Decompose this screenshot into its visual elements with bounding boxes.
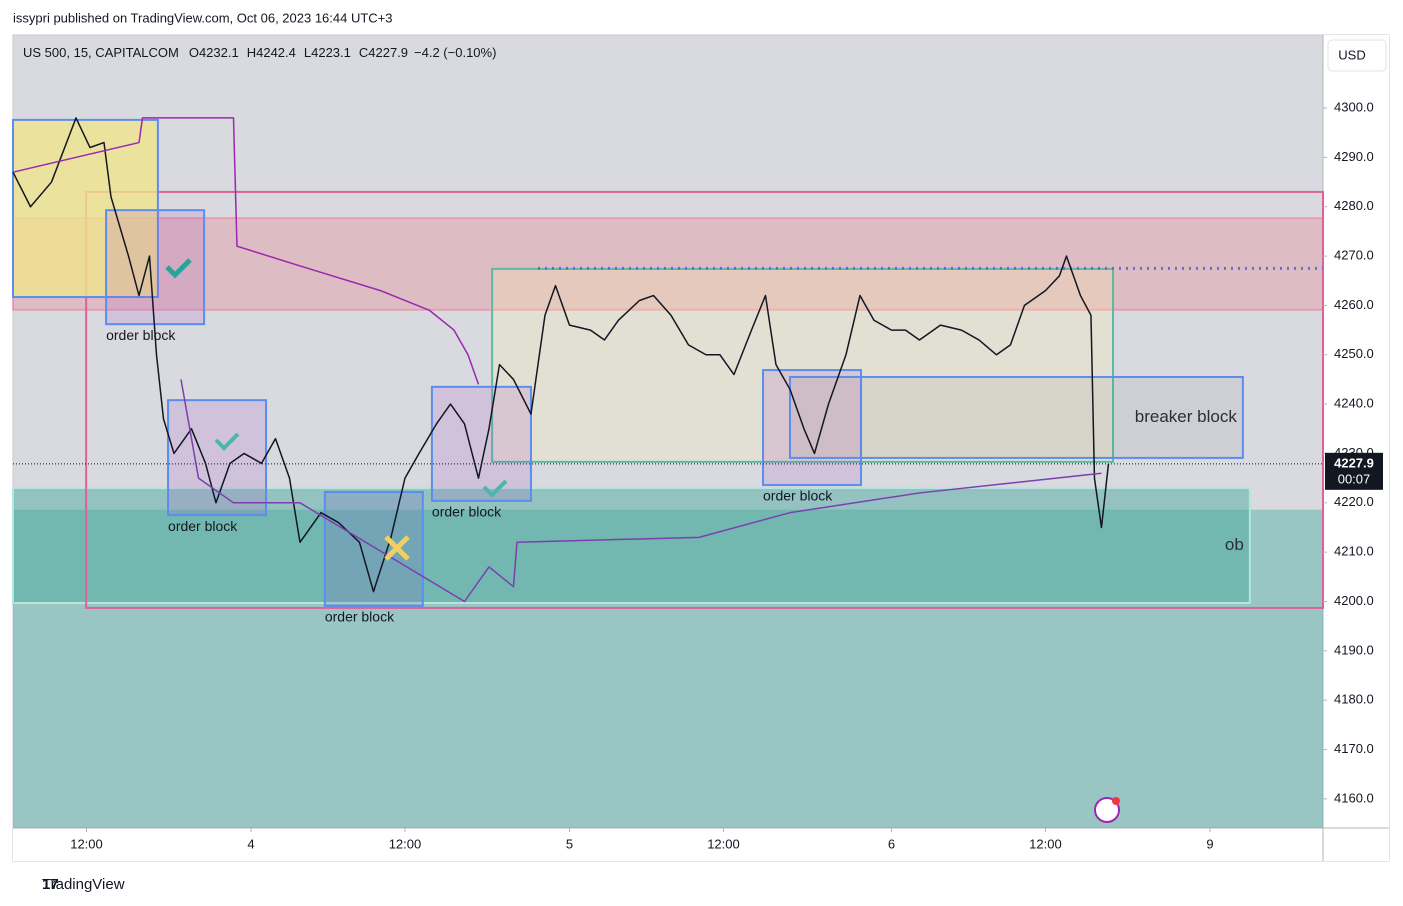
x-tick-label: 4	[247, 836, 254, 851]
x-tick-label: 12:00	[70, 836, 103, 851]
ohlc-label: L	[304, 45, 311, 60]
x-tick-label: 5	[566, 836, 573, 851]
ohlc-value: 4223.1	[311, 45, 351, 60]
y-tick-label: 4190.0	[1334, 642, 1374, 657]
ohlc: O4232.1 H4242.4 L4223.1 C4227.9	[189, 45, 408, 60]
x-tick-label: 12:00	[389, 836, 422, 851]
time-axis	[13, 828, 1389, 861]
zone	[762, 369, 863, 487]
check-icon	[482, 479, 508, 498]
zone-label: breaker block	[1135, 407, 1238, 426]
zone	[491, 267, 1115, 463]
countdown: 00:07	[1338, 471, 1371, 486]
y-tick-label: 4280.0	[1334, 198, 1374, 213]
price-line	[180, 379, 1102, 603]
ohlc-value: 4242.4	[256, 45, 296, 60]
y-tick-label: 4300.0	[1334, 99, 1374, 114]
chart-frame	[12, 34, 1390, 862]
logo-mark: 17	[42, 876, 59, 893]
currency[interactable]: USD	[1338, 47, 1365, 62]
y-tick-label: 4200.0	[1334, 593, 1374, 608]
x-tick-label: 12:00	[707, 836, 740, 851]
publisher: issypri published on TradingView.com, Oc…	[13, 10, 393, 25]
zone-label: ob	[1225, 535, 1244, 554]
footer-brand: TradingView	[42, 876, 125, 893]
last-price-box	[1325, 452, 1383, 490]
x-tick-label: 6	[888, 836, 895, 851]
zone	[12, 487, 1251, 604]
check-icon	[214, 432, 240, 451]
y-tick-label: 4250.0	[1334, 346, 1374, 361]
y-tick-label: 4210.0	[1334, 544, 1374, 559]
y-tick-label: 4260.0	[1334, 297, 1374, 312]
zone-label: order block	[432, 504, 502, 520]
last-price: 4227.9	[1334, 455, 1374, 470]
zone	[12, 217, 1324, 311]
zone	[85, 190, 1324, 609]
zone	[12, 118, 159, 299]
y-tick-label: 4240.0	[1334, 396, 1374, 411]
ohlc-label: H	[247, 45, 256, 60]
alert-icon[interactable]	[1094, 797, 1120, 823]
x-tick-label: 9	[1206, 836, 1213, 851]
y-tick-label: 4160.0	[1334, 790, 1374, 805]
y-tick-label: 4180.0	[1334, 692, 1374, 707]
y-tick-label: 4170.0	[1334, 741, 1374, 756]
plot	[12, 117, 1324, 828]
zone-label: order block	[325, 609, 395, 625]
zone	[323, 490, 424, 607]
symbol: US 500, 15, CAPITALCOM	[23, 45, 179, 60]
zone-label: order block	[168, 518, 238, 534]
check-icon	[165, 258, 192, 279]
currency-button[interactable]	[1327, 39, 1387, 72]
ohlc-value: 4232.1	[199, 45, 239, 60]
y-tick-label: 4220.0	[1334, 494, 1374, 509]
zone	[430, 385, 532, 502]
symbol-legend: US 500, 15, CAPITALCOM O4232.1 H4242.4 L422…	[23, 45, 496, 60]
ohlc-label: O	[189, 45, 199, 60]
zone	[105, 209, 206, 326]
y-tick-label: 4290.0	[1334, 149, 1374, 164]
ohlc-value: 4227.9	[368, 45, 408, 60]
zone	[788, 375, 1244, 459]
cross-icon	[384, 535, 410, 561]
zone-label: order block	[763, 488, 833, 504]
price-line	[12, 117, 480, 385]
price-line	[12, 117, 1110, 593]
x-tick-label: 12:00	[1029, 836, 1062, 851]
zone	[167, 399, 268, 517]
alert-dot	[1112, 797, 1120, 805]
zone-label: order block	[106, 327, 176, 343]
ohlc-label: C	[359, 45, 368, 60]
y-tick-label: 4270.0	[1334, 248, 1374, 263]
change: −4.2 (−0.10%)	[414, 45, 496, 60]
price-axis	[1323, 35, 1389, 828]
